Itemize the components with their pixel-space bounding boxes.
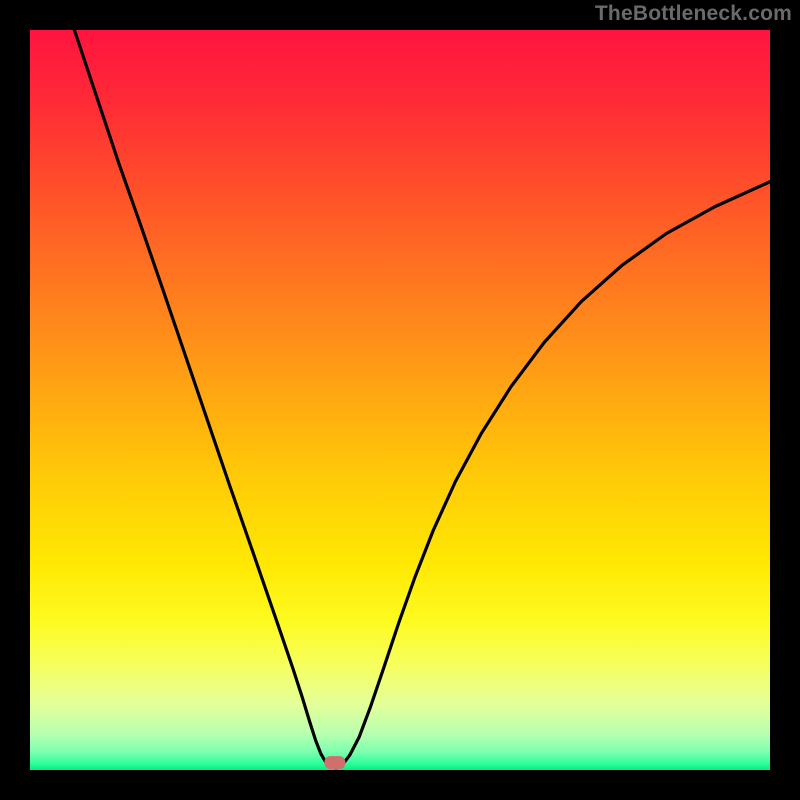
bottleneck-curve [74, 30, 770, 768]
curve-svg [30, 30, 770, 770]
plot-area [30, 30, 770, 770]
optimum-marker [324, 756, 345, 769]
chart-frame: TheBottleneck.com [0, 0, 800, 800]
watermark-text: TheBottleneck.com [595, 2, 792, 26]
